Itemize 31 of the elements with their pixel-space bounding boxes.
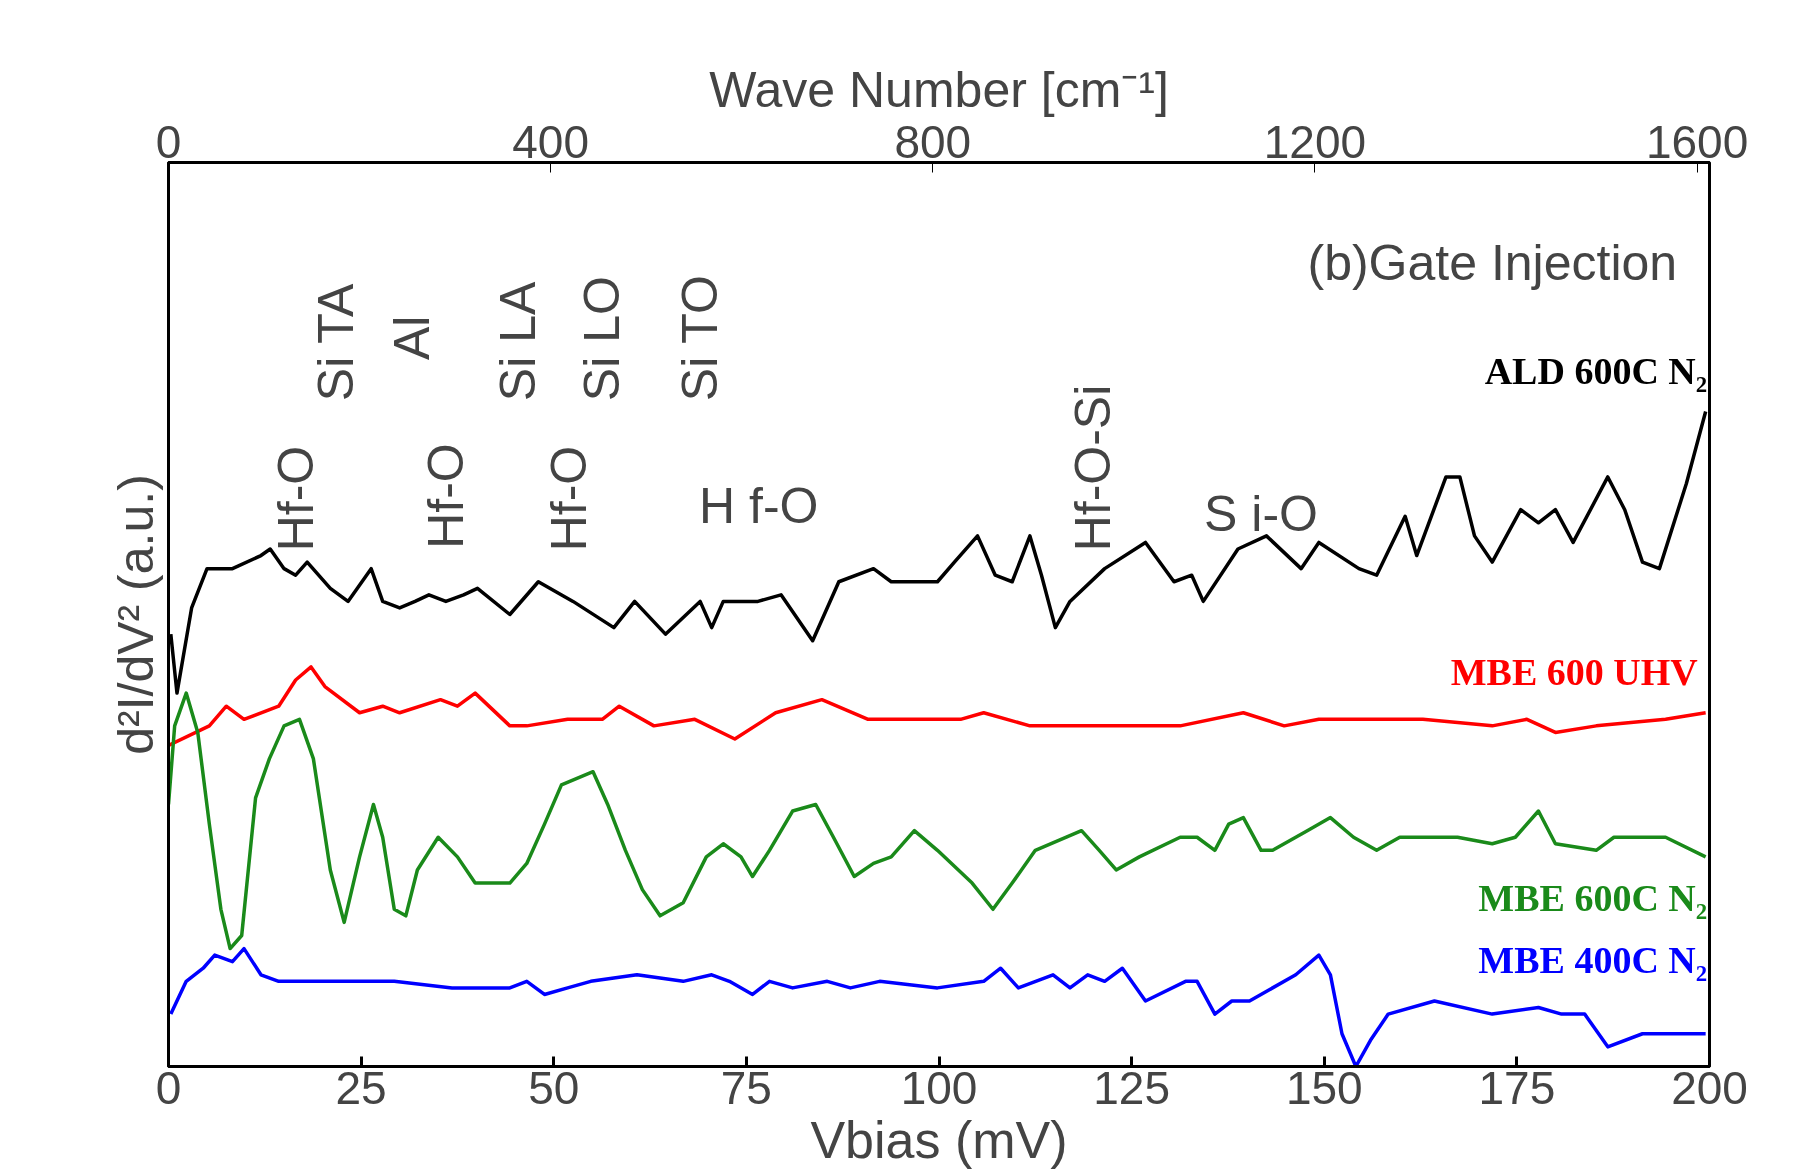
- x-tick-label: 125: [1093, 1061, 1170, 1114]
- series-label: MBE 400C N₂: [1478, 939, 1708, 982]
- series-label: MBE 600C N₂: [1478, 876, 1708, 919]
- annotation: Hf-O-Si: [1065, 384, 1122, 552]
- x2-tick-label: 1200: [1263, 115, 1367, 168]
- annotation: S i-O: [1204, 486, 1319, 543]
- text: Al: [383, 315, 440, 361]
- series-label: MBE 600 UHV: [1450, 651, 1699, 694]
- x2-tick-label: 800: [894, 115, 972, 168]
- x-tick-label: 75: [720, 1061, 772, 1114]
- annotation: Hf-O: [268, 445, 325, 552]
- text: Si TA: [308, 282, 365, 402]
- x2-tick-label: 400: [512, 115, 590, 168]
- series-label: ALD 600C N₂: [1484, 349, 1708, 392]
- y-axis-title: d²I/dV² (a.u.): [107, 474, 164, 755]
- x-tick-label: 25: [335, 1061, 387, 1114]
- x-tick-label: 175: [1478, 1061, 1556, 1114]
- annotation: Hf-O: [541, 445, 598, 552]
- text: Si TO: [672, 275, 729, 402]
- x2-tick-label: 1600: [1645, 115, 1749, 168]
- text: Si LO: [573, 276, 630, 402]
- x2-axis-title: Wave Number [cm⁻¹]: [709, 61, 1169, 118]
- annotation: H f-O: [698, 477, 819, 534]
- annotation: Hf-O: [417, 443, 474, 549]
- x-tick-label: 0: [155, 1061, 182, 1114]
- x-tick-label: 50: [528, 1061, 580, 1114]
- text: Si LA: [490, 281, 547, 402]
- x-tick-label: 200: [1671, 1061, 1748, 1114]
- x-tick-label: 150: [1285, 1061, 1363, 1114]
- x2-tick-label: 0: [155, 115, 182, 168]
- text: (b)Gate Injection: [1307, 235, 1678, 292]
